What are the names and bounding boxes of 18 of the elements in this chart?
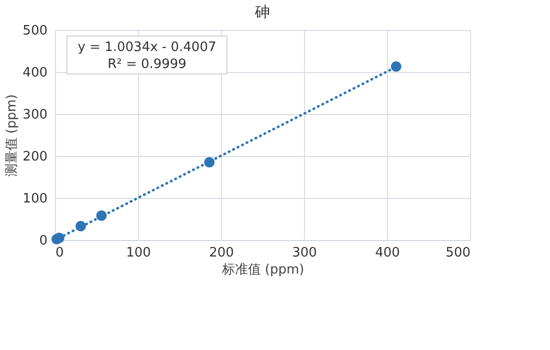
x-tick-label: 400	[375, 246, 400, 260]
y-tick-label: 100	[22, 192, 48, 206]
y-tick-label: 400	[22, 66, 48, 80]
y-tick-label: 0	[39, 234, 48, 248]
x-tick-label: 100	[126, 246, 151, 260]
x-tick-label: 200	[209, 246, 234, 260]
x-axis-title: 标准值 (ppm)	[220, 262, 304, 278]
x-tick-label: 500	[446, 246, 470, 260]
annotation: y = 1.0034x - 0.4007	[78, 40, 216, 55]
y-tick-label: 200	[22, 150, 48, 164]
chart-title: 砷	[254, 3, 270, 21]
y-axis-title: 测量值 (ppm)	[4, 94, 20, 177]
y-tick-label: 500	[22, 24, 48, 38]
x-tick-label: 0	[56, 246, 64, 260]
y-tick-label: 300	[22, 108, 48, 122]
point	[390, 61, 402, 72]
annotation: R² = 0.9999	[108, 57, 186, 72]
x-tick-label: 300	[292, 246, 317, 260]
